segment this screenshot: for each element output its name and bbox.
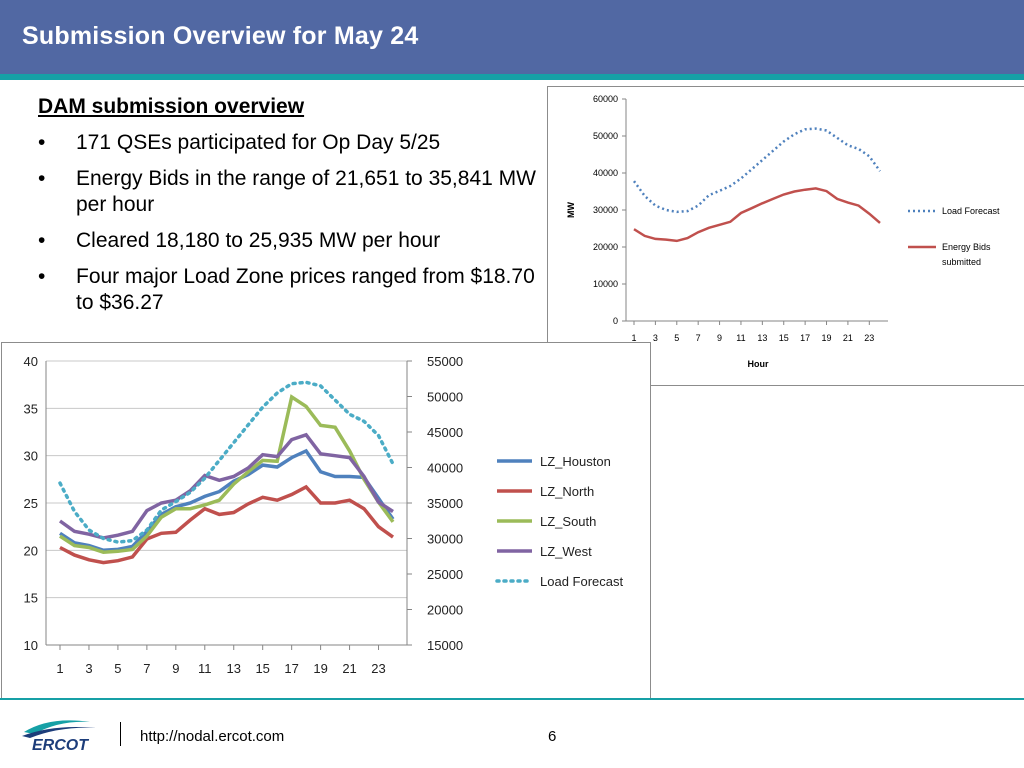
y2-tick-label: 50000 [427,390,463,405]
x-tick-label: 7 [143,661,150,676]
series-line-lz-houston [59,448,395,553]
load-zone-price-chart: 10 15 20 25 30 35 40 15000 20000 25000 30000 35000 4… [1,342,651,699]
y-tick-label: 20 [24,543,38,558]
x-tick-label: 9 [717,333,722,343]
x-tick-label: 21 [342,661,356,676]
legend-label: Load Forecast [540,574,623,589]
x-tick-label: 11 [736,333,745,343]
x-tick-label: 7 [696,333,701,343]
bullet-item: • Cleared 18,180 to 25,935 MW per hour [38,228,538,254]
x-tick-label: 5 [114,661,121,676]
bullet-text: Cleared 18,180 to 25,935 MW per hour [76,229,441,252]
series-line-load-forecast [58,380,395,544]
load-zone-price-chart-svg: 1015202530354015000200002500030000350004… [24,354,624,676]
y-tick-label: 10 [24,638,38,653]
bullet-item: • 171 QSEs participated for Op Day 5/25 [38,130,538,156]
x-tick-label: 19 [822,333,832,343]
x-tick-label: 3 [653,333,658,343]
y-axis-title: MW [566,202,576,218]
logo-text: ERCOT [32,737,89,754]
slide-title: Submission Overview for May 24 [22,22,419,50]
header-stripe [0,74,1024,80]
x-tick-label: 17 [284,661,298,676]
legend-label: Energy Bids submitted [942,242,991,267]
bullet-dot: • [38,229,46,252]
y-tick-label: 60000 [593,94,618,104]
y-tick-label: 30000 [593,205,618,215]
bullet-text: Energy Bids in the range of 21,651 to 35… [76,167,536,216]
y2-tick-label: 40000 [427,461,463,476]
y-tick-label: 35 [24,401,38,416]
y-tick-label: 25 [24,496,38,511]
x-tick-label: 15 [779,333,789,343]
y-tick-label: 40000 [593,168,618,178]
legend-label: LZ_Houston [540,454,611,469]
y2-tick-label: 45000 [427,425,463,440]
series-line-lz-north [59,484,395,565]
x-tick-label: 19 [313,661,327,676]
x-tick-label: 11 [198,661,212,676]
y-tick-label: 10000 [593,279,618,289]
y-tick-label: 15 [24,591,38,606]
x-tick-label: 23 [371,661,385,676]
bullet-dot: • [38,167,46,190]
bullet-item: • Four major Load Zone prices ranged from… [38,264,538,316]
x-tick-label: 23 [864,333,874,343]
bullet-dot: • [38,265,46,288]
series-line-energy-bids-submitted [633,187,881,243]
bullet-text: Four major Load Zone prices ranged from … [76,265,535,314]
y-tick-label: 50000 [593,131,618,141]
footer-url[interactable]: http://nodal.ercot.com [140,728,285,745]
x-tick-label: 1 [631,333,636,343]
x-tick-label: 21 [843,333,853,343]
legend-label: LZ_West [540,544,592,559]
slide-header: Submission Overview for May 24 [0,0,1024,74]
page-number: 6 [548,728,557,745]
bullet-dot: • [38,131,46,154]
bullet-item: • Energy Bids in the range of 21,651 to 3… [38,166,538,218]
bullet-text: 171 QSEs participated for Op Day 5/25 [76,131,441,154]
legend-label: Load Forecast [942,206,1000,216]
x-tick-label: 15 [255,661,269,676]
x-tick-label: 5 [674,333,679,343]
section-heading: DAM submission overview [38,95,305,118]
y-tick-label: 0 [613,316,618,326]
x-axis-title: Hour [748,359,769,369]
y-tick-label: 20000 [593,242,618,252]
energy-bids-chart: 0 10000 20000 30000 40000 50000 60000 1 3 5 7 9 11 13… [547,86,1024,386]
series-line-load-forecast [632,127,882,214]
x-tick-label: 13 [757,333,767,343]
legend-label: LZ_North [540,484,594,499]
footer-separator [120,722,121,746]
y2-tick-label: 35000 [427,496,463,511]
series-line-lz-south [59,394,395,554]
x-tick-label: 3 [85,661,92,676]
bullet-list: DAM submission overview • 171 QSEs partic… [38,94,538,326]
x-tick-label: 13 [227,661,241,676]
y2-tick-label: 30000 [427,532,463,547]
series-line-lz-west [58,432,394,540]
y2-tick-label: 25000 [427,567,463,582]
y2-tick-label: 15000 [427,638,463,653]
x-tick-label: 1 [56,661,63,676]
x-tick-label: 9 [172,661,179,676]
x-tick-label: 17 [800,333,810,343]
y-tick-label: 30 [24,449,38,464]
y2-tick-label: 55000 [427,354,463,369]
ercot-logo[interactable]: ERCOT [20,714,100,754]
y-tick-label: 40 [24,354,38,369]
legend-label: LZ_South [540,514,596,529]
footer-line [0,698,1024,700]
y2-tick-label: 20000 [427,603,463,618]
